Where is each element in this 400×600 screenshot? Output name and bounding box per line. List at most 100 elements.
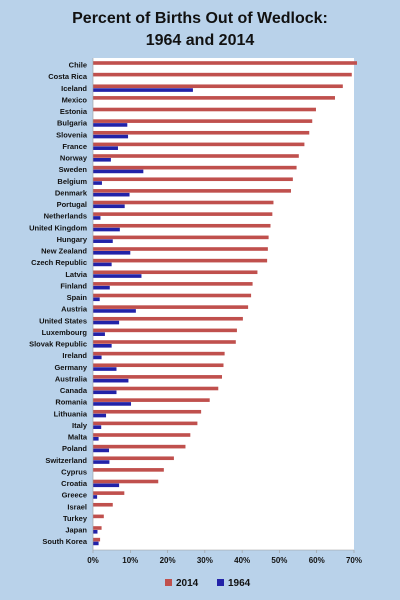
category-label-japan: Japan (65, 526, 87, 535)
legend-swatch-1964 (217, 579, 224, 586)
bar-1964-hungary (93, 239, 113, 243)
bar-1964-czech-republic (93, 262, 112, 267)
bar-group (93, 61, 357, 546)
bar-2014-czech-republic (93, 258, 268, 263)
bar-2014-united-states (93, 316, 243, 321)
x-tick-label: 40% (234, 556, 250, 565)
plot-area (93, 58, 354, 550)
bar-1964-iceland (93, 88, 193, 92)
category-label-bulgaria: Bulgaria (57, 119, 88, 128)
bar-2014-bulgaria (93, 119, 313, 123)
bar-1964-croatia (93, 483, 120, 488)
bar-2014-israel (93, 502, 113, 507)
bar-1964-japan (93, 530, 98, 534)
x-tick-label: 70% (346, 556, 362, 565)
bar-1964-netherlands (93, 216, 101, 220)
bar-2014-portugal (93, 200, 274, 205)
bar-1964-malta (93, 437, 99, 441)
bar-2014-slovenia (93, 130, 310, 135)
category-label-norway: Norway (60, 154, 88, 163)
legend-label-1964: 1964 (228, 578, 251, 589)
bar-2014-united-kingdom (93, 223, 271, 228)
bar-2014-latvia (93, 270, 258, 275)
category-label-south-korea: South Korea (42, 537, 87, 546)
category-label-slovak-republic: Slovak Republic (29, 340, 87, 349)
bar-2014-greece (93, 491, 125, 495)
category-label-luxembourg: Luxembourg (42, 328, 88, 337)
bar-2014-croatia (93, 479, 159, 484)
bar-1964-luxembourg (93, 332, 105, 336)
bar-2014-costa-rica (93, 72, 352, 77)
legend: 2014 1964 (165, 578, 251, 589)
category-label-latvia: Latvia (65, 270, 88, 279)
bar-1964-denmark (93, 192, 130, 197)
bar-2014-denmark (93, 189, 291, 193)
bar-2014-new-zealand (93, 247, 268, 251)
category-label-austria: Austria (61, 305, 88, 314)
category-label-canada: Canada (60, 386, 88, 395)
category-label-iceland: Iceland (61, 84, 87, 93)
bar-2014-italy (93, 421, 198, 426)
bar-2014-sweden (93, 165, 297, 170)
category-label-germany: Germany (54, 363, 87, 372)
category-label-cyprus: Cyprus (61, 467, 87, 476)
bar-2014-belgium (93, 177, 293, 182)
category-label-croatia: Croatia (61, 479, 88, 488)
bar-2014-cyprus (93, 468, 164, 472)
bar-2014-slovak-republic (93, 340, 236, 344)
category-label-finland: Finland (60, 281, 87, 290)
bar-2014-canada (93, 386, 219, 391)
bar-1964-united-kingdom (93, 227, 120, 232)
category-label-poland: Poland (62, 444, 87, 453)
chart-title-line-2: 1964 and 2014 (145, 32, 255, 49)
category-labels: Chile Costa Rica Iceland Mexico Estonia Bulga… (29, 61, 88, 547)
bar-1964-united-states (93, 320, 120, 325)
bar-2014-malta (93, 433, 191, 437)
bar-1964-austria (93, 309, 136, 313)
bar-2014-netherlands (93, 212, 273, 216)
x-tick-label: 60% (309, 556, 325, 565)
bar-1964-ireland (93, 355, 102, 360)
bar-1964-south-korea (93, 541, 99, 546)
legend-label-2014: 2014 (176, 578, 199, 589)
bar-2014-norway (93, 154, 299, 158)
bar-2014-turkey (93, 514, 104, 519)
category-label-united-states: United States (39, 316, 87, 325)
bar-1964-spain (93, 297, 100, 302)
category-label-israel: Israel (67, 502, 87, 511)
category-label-spain: Spain (67, 293, 88, 302)
category-label-chile: Chile (69, 61, 87, 70)
bar-2014-south-korea (93, 537, 101, 542)
x-tick-label: 30% (197, 556, 213, 565)
bar-2014-germany (93, 363, 224, 368)
category-label-malta: Malta (68, 433, 88, 442)
bar-1964-new-zealand (93, 251, 131, 255)
x-tick-label: 0% (87, 556, 99, 565)
bar-1964-canada (93, 390, 117, 395)
category-label-switzerland: Switzerland (45, 456, 87, 465)
bar-1964-switzerland (93, 460, 110, 464)
category-label-slovenia: Slovenia (56, 130, 88, 139)
category-label-sweden: Sweden (59, 165, 88, 174)
bar-1964-sweden (93, 169, 144, 174)
category-label-australia: Australia (55, 374, 88, 383)
bar-2014-australia (93, 375, 223, 379)
category-label-portugal: Portugal (57, 200, 87, 209)
bar-2014-japan (93, 526, 102, 530)
category-label-hungary: Hungary (57, 235, 88, 244)
category-label-denmark: Denmark (55, 188, 88, 197)
bar-1964-finland (93, 285, 110, 290)
bar-2014-mexico (93, 96, 335, 100)
bar-1964-slovenia (93, 134, 129, 139)
legend-swatch-2014 (165, 579, 172, 586)
category-label-ireland: Ireland (62, 351, 87, 360)
bar-2014-hungary (93, 235, 269, 240)
category-label-france: France (62, 142, 87, 151)
bar-1964-australia (93, 378, 129, 383)
x-axis-ticks: 0% 10% 20% 30% 40% 50% 60% 70% (87, 550, 362, 565)
bar-2014-finland (93, 282, 253, 286)
bar-2014-estonia (93, 107, 316, 112)
bar-1964-belgium (93, 181, 102, 185)
category-label-romania: Romania (55, 398, 88, 407)
bar-2014-chile (93, 61, 357, 65)
